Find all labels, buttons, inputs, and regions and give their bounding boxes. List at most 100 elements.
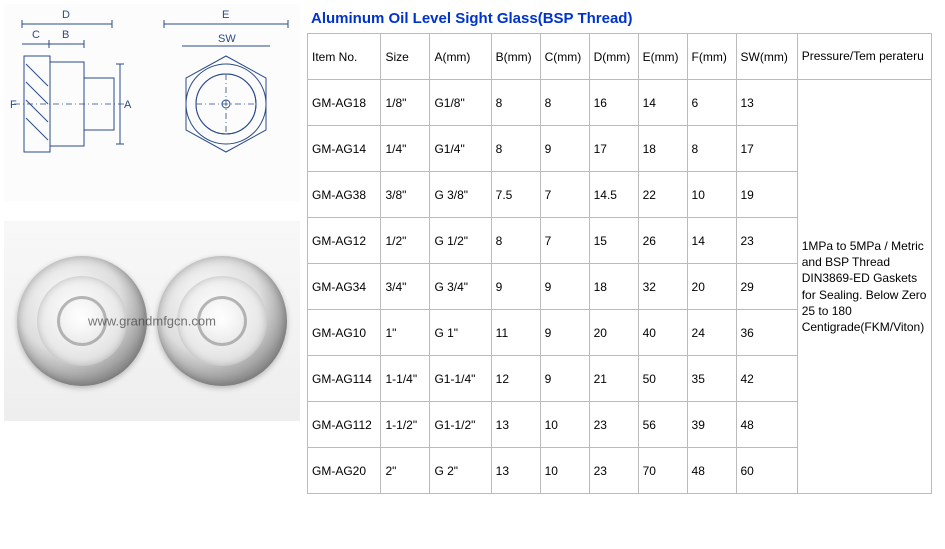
cell-sw: 42 <box>736 356 797 402</box>
cell-pressure-note: 1MPa to 5MPa / Metric and BSP Thread DIN… <box>797 80 931 494</box>
cell-item: GM-AG38 <box>308 172 381 218</box>
cell-b: 8 <box>491 218 540 264</box>
cell-c: 8 <box>540 80 589 126</box>
col-header-c: C(mm) <box>540 34 589 80</box>
cell-c: 9 <box>540 310 589 356</box>
cell-b: 9 <box>491 264 540 310</box>
cell-item: GM-AG18 <box>308 80 381 126</box>
cell-f: 24 <box>687 310 736 356</box>
cell-c: 9 <box>540 264 589 310</box>
cell-e: 18 <box>638 126 687 172</box>
cell-e: 22 <box>638 172 687 218</box>
dim-label-d: D <box>62 9 70 21</box>
cell-item: GM-AG114 <box>308 356 381 402</box>
cell-d: 18 <box>589 264 638 310</box>
cell-size: 1/8" <box>381 80 430 126</box>
cell-item: GM-AG112 <box>308 402 381 448</box>
col-header-size: Size <box>381 34 430 80</box>
table-row: GM-AG181/8"G1/8"8816146131MPa to 5MPa / … <box>308 80 932 126</box>
cell-a: G 3/4" <box>430 264 491 310</box>
col-header-d: D(mm) <box>589 34 638 80</box>
cell-sw: 13 <box>736 80 797 126</box>
cell-a: G1-1/4" <box>430 356 491 402</box>
cell-e: 50 <box>638 356 687 402</box>
cell-e: 26 <box>638 218 687 264</box>
right-column: Aluminum Oil Level Sight Glass(BSP Threa… <box>307 4 932 494</box>
cell-f: 39 <box>687 402 736 448</box>
cell-c: 9 <box>540 356 589 402</box>
cell-a: G 1/2" <box>430 218 491 264</box>
col-header-f: F(mm) <box>687 34 736 80</box>
cell-size: 1-1/2" <box>381 402 430 448</box>
col-header-a: A(mm) <box>430 34 491 80</box>
cell-b: 8 <box>491 80 540 126</box>
cell-f: 48 <box>687 448 736 494</box>
cell-size: 3/4" <box>381 264 430 310</box>
cell-d: 21 <box>589 356 638 402</box>
cell-sw: 48 <box>736 402 797 448</box>
cell-e: 40 <box>638 310 687 356</box>
cell-size: 2" <box>381 448 430 494</box>
cell-a: G 1" <box>430 310 491 356</box>
cell-sw: 23 <box>736 218 797 264</box>
cell-item: GM-AG12 <box>308 218 381 264</box>
cell-f: 6 <box>687 80 736 126</box>
cell-d: 23 <box>589 448 638 494</box>
cell-c: 10 <box>540 402 589 448</box>
cell-size: 1/4" <box>381 126 430 172</box>
dim-label-e: E <box>222 9 229 21</box>
cell-d: 17 <box>589 126 638 172</box>
cell-b: 13 <box>491 402 540 448</box>
cell-size: 3/8" <box>381 172 430 218</box>
cell-sw: 19 <box>736 172 797 218</box>
cell-sw: 29 <box>736 264 797 310</box>
cell-sw: 36 <box>736 310 797 356</box>
dim-label-a: A <box>124 99 132 111</box>
spec-table: Item No. Size A(mm) B(mm) C(mm) D(mm) E(… <box>307 33 932 494</box>
cell-size: 1/2" <box>381 218 430 264</box>
cell-size: 1" <box>381 310 430 356</box>
photo-watermark: www.grandmfgcn.com <box>88 314 216 329</box>
cell-a: G1/8" <box>430 80 491 126</box>
cell-a: G 3/8" <box>430 172 491 218</box>
cell-item: GM-AG10 <box>308 310 381 356</box>
cell-d: 14.5 <box>589 172 638 218</box>
cell-a: G1-1/2" <box>430 402 491 448</box>
cell-f: 8 <box>687 126 736 172</box>
cell-c: 10 <box>540 448 589 494</box>
cell-e: 32 <box>638 264 687 310</box>
cell-item: GM-AG34 <box>308 264 381 310</box>
product-photo: www.grandmfgcn.com <box>4 221 300 421</box>
cell-b: 8 <box>491 126 540 172</box>
cell-f: 35 <box>687 356 736 402</box>
cell-b: 11 <box>491 310 540 356</box>
diagram-svg: D C B F A E <box>4 4 300 201</box>
cell-f: 20 <box>687 264 736 310</box>
col-header-e: E(mm) <box>638 34 687 80</box>
cell-item: GM-AG20 <box>308 448 381 494</box>
cell-c: 9 <box>540 126 589 172</box>
cell-e: 70 <box>638 448 687 494</box>
dim-label-f: F <box>10 99 17 111</box>
cell-size: 1-1/4" <box>381 356 430 402</box>
cell-c: 7 <box>540 172 589 218</box>
col-header-b: B(mm) <box>491 34 540 80</box>
cell-a: G 2" <box>430 448 491 494</box>
left-column: D C B F A E <box>4 4 300 421</box>
col-header-sw: SW(mm) <box>736 34 797 80</box>
cell-d: 20 <box>589 310 638 356</box>
cell-e: 56 <box>638 402 687 448</box>
cell-b: 7.5 <box>491 172 540 218</box>
cell-sw: 60 <box>736 448 797 494</box>
cell-d: 23 <box>589 402 638 448</box>
cell-d: 15 <box>589 218 638 264</box>
col-header-item: Item No. <box>308 34 381 80</box>
col-header-pressure: Pressure/Tem perateru <box>797 34 931 80</box>
cell-f: 10 <box>687 172 736 218</box>
engineering-diagram: D C B F A E <box>4 4 300 201</box>
cell-f: 14 <box>687 218 736 264</box>
cell-b: 13 <box>491 448 540 494</box>
dim-label-b: B <box>62 29 69 41</box>
dim-label-c: C <box>32 29 40 41</box>
cell-sw: 17 <box>736 126 797 172</box>
